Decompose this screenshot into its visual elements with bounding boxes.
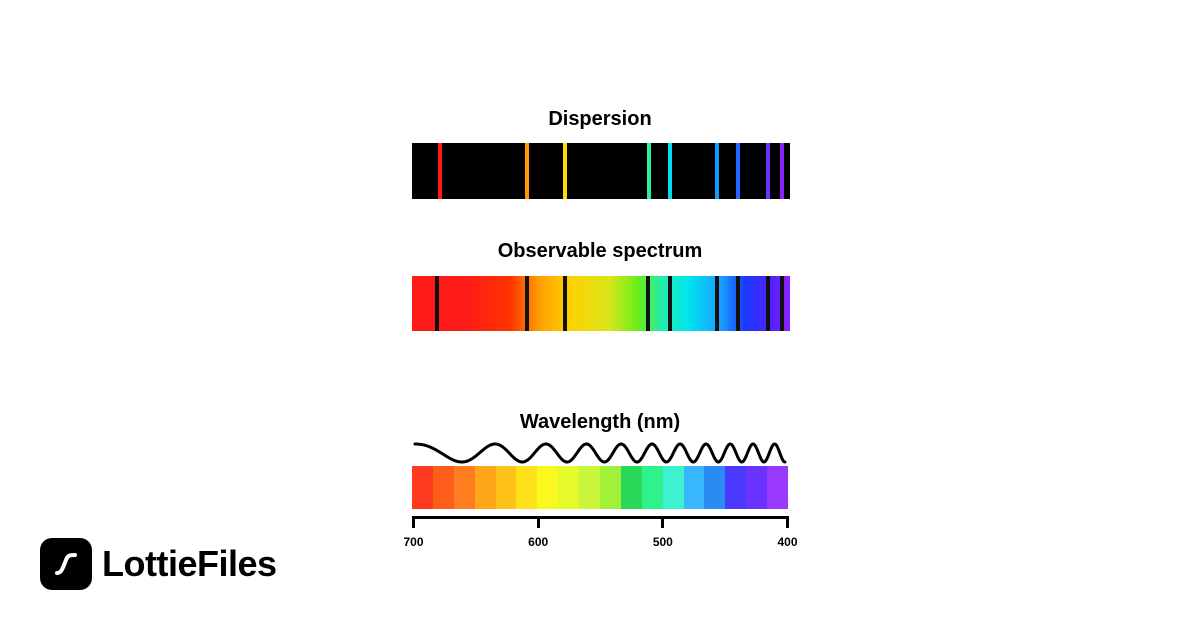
color-swatch — [453, 466, 475, 509]
brand-logo: LottieFiles — [40, 538, 277, 590]
observable-spectrum-title: Observable spectrum — [497, 240, 703, 262]
dispersion-line — [780, 143, 785, 199]
color-swatch — [474, 466, 496, 509]
wavelength-title: Wavelength (nm) — [519, 411, 681, 433]
color-swatch — [537, 466, 559, 509]
dispersion-title: Dispersion — [548, 108, 652, 130]
absorption-line — [434, 276, 439, 331]
color-swatch — [432, 466, 454, 509]
color-swatch — [516, 466, 538, 509]
absorption-line — [525, 276, 530, 331]
dispersion-line — [735, 143, 740, 199]
color-swatch — [767, 466, 789, 509]
observable-spectrum-bar — [412, 276, 790, 331]
axis-tick — [536, 516, 540, 528]
lottiefiles-logo-icon — [40, 538, 92, 590]
color-swatch — [495, 466, 517, 509]
dispersion-bar — [412, 143, 790, 199]
dispersion-line — [668, 143, 673, 199]
absorption-line — [735, 276, 740, 331]
axis-tick — [786, 516, 789, 528]
absorption-line — [668, 276, 673, 331]
absorption-line — [766, 276, 771, 331]
color-swatch — [641, 466, 663, 509]
absorption-line — [563, 276, 568, 331]
dispersion-line — [525, 143, 530, 199]
dispersion-line — [715, 143, 720, 199]
brand-name: LottieFiles — [102, 543, 277, 584]
absorption-line — [780, 276, 785, 331]
dispersion-line — [563, 143, 568, 199]
wavelength-axis — [412, 516, 789, 530]
color-swatch — [683, 466, 705, 509]
color-swatch — [579, 466, 601, 509]
wavelength-axis-line — [412, 516, 789, 519]
axis-tick-label: 700 — [403, 535, 424, 549]
color-swatch — [662, 466, 684, 509]
color-swatch — [746, 466, 768, 509]
color-swatch — [725, 466, 747, 509]
wave-icon — [413, 442, 787, 464]
axis-tick-label: 400 — [777, 535, 798, 549]
dispersion-line — [766, 143, 771, 199]
color-swatch — [704, 466, 726, 509]
absorption-line — [715, 276, 720, 331]
axis-tick-label: 500 — [652, 535, 673, 549]
absorption-line — [646, 276, 651, 331]
wavelength-color-strip — [412, 466, 789, 509]
dispersion-line — [437, 143, 442, 199]
axis-tick-label: 600 — [528, 535, 549, 549]
color-swatch — [600, 466, 621, 509]
axis-tick — [412, 516, 415, 528]
dispersion-line — [647, 143, 651, 199]
color-swatch — [620, 466, 642, 509]
color-swatch — [412, 466, 433, 509]
axis-tick — [661, 516, 665, 528]
color-swatch — [558, 466, 580, 509]
